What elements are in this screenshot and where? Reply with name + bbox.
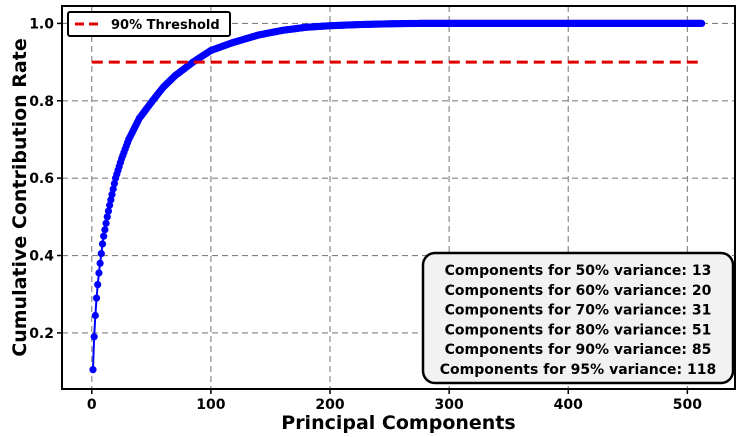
data-point: [110, 179, 119, 188]
x-tick-label: 300: [435, 397, 464, 413]
annotation-line: Components for 90% variance: 85: [445, 342, 712, 358]
annotation-box: Components for 50% variance: 13 Componen…: [421, 251, 735, 385]
y-tick-label: 0.8: [29, 94, 54, 110]
y-axis-title: Cumulative Contribution Rate: [9, 38, 31, 356]
data-point: [98, 240, 107, 248]
data-point: [698, 19, 706, 28]
y-tick-label: 0.4: [29, 249, 54, 265]
data-point: [90, 333, 98, 341]
data-point: [89, 366, 97, 374]
annotation-line: Components for 60% variance: 20: [445, 283, 712, 299]
data-point: [97, 250, 105, 258]
annotation-line: Components for 95% variance: 118: [440, 362, 717, 378]
data-point: [103, 213, 111, 221]
data-point: [108, 190, 116, 199]
data-point: [102, 219, 110, 227]
data-point: [107, 196, 115, 204]
ticks: 0 100 200 300 400 500 0.2 0.4 0.6 0.8 1.0: [29, 16, 702, 413]
x-axis-title: Principal Components: [281, 412, 515, 434]
data-point: [91, 311, 99, 320]
plot-series: [89, 19, 706, 374]
y-tick-label: 0.2: [29, 326, 54, 342]
plot-frame: [61, 5, 736, 390]
data-point: [109, 185, 117, 193]
data-point: [94, 280, 102, 289]
y-tick-label: 1.0: [29, 16, 54, 32]
annotation-line: Components for 50% variance: 13: [445, 263, 712, 279]
data-point: [95, 269, 103, 277]
data-point: [96, 259, 104, 267]
data-point: [104, 207, 113, 215]
x-tick-label: 400: [554, 397, 583, 413]
legend-box: [67, 11, 231, 37]
annotation-box-frame: [421, 251, 735, 385]
x-tick-label: 0: [87, 397, 97, 413]
annotation-line: Components for 70% variance: 31: [445, 303, 712, 319]
legend-label-threshold: 90% Threshold: [111, 18, 220, 33]
data-point: [101, 226, 109, 234]
legend: 90% Threshold: [67, 11, 231, 37]
x-tick-label: 500: [673, 397, 702, 413]
data-point: [100, 232, 108, 240]
x-tick-label: 200: [315, 397, 344, 413]
annotation-line: Components for 80% variance: 51: [445, 322, 712, 338]
data-point: [106, 201, 114, 209]
y-tick-label: 0.6: [29, 171, 54, 187]
x-tick-label: 100: [196, 397, 225, 413]
data-point: [92, 294, 101, 302]
